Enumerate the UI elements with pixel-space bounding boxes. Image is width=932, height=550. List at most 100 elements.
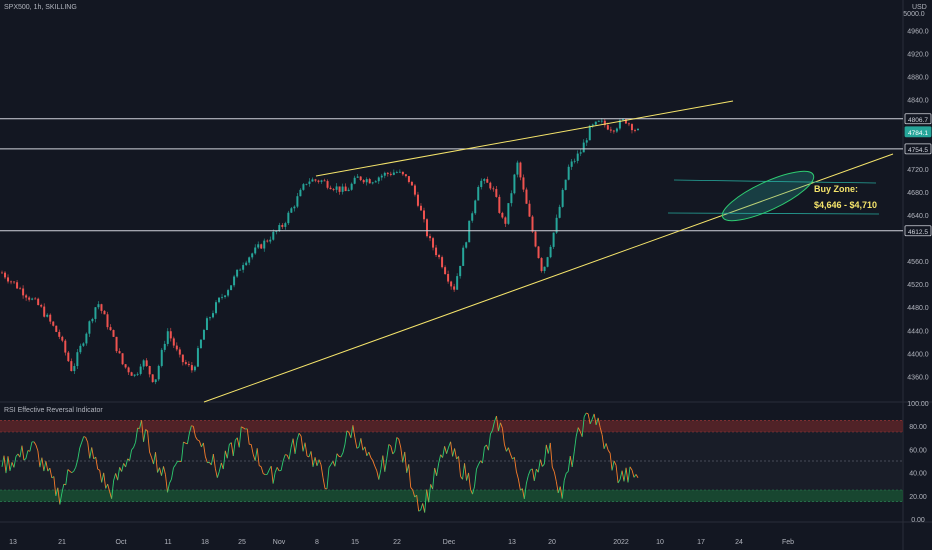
- rsi-line-segment: [81, 436, 85, 443]
- candle-body: [594, 121, 597, 125]
- rsi-line-segment: [226, 444, 230, 459]
- candle-body: [398, 171, 401, 173]
- candle-body: [28, 297, 31, 300]
- rsi-line-segment: [607, 449, 611, 454]
- candle-body: [416, 194, 419, 206]
- candle-body: [266, 240, 269, 242]
- rsi-line-segment: [39, 457, 43, 468]
- rsi-line-segment: [436, 463, 440, 476]
- rsi-line-segment: [591, 413, 595, 420]
- rsi-line-segment: [143, 429, 146, 442]
- rsi-line-segment: [422, 503, 426, 513]
- rsi-line-segment: [300, 435, 304, 452]
- candle-body: [380, 175, 383, 178]
- candle-body: [311, 179, 314, 182]
- rsi-line-segment: [631, 470, 635, 478]
- rsi-line-segment: [527, 469, 531, 476]
- price-badge-label: 4612.5: [908, 229, 928, 236]
- rsi-line-segment: [619, 470, 623, 480]
- candle-body: [257, 244, 260, 248]
- candle-body: [401, 171, 404, 175]
- price-axis-tick: 4440.0: [907, 328, 929, 335]
- candle-body: [441, 257, 444, 268]
- candle-body: [615, 128, 618, 132]
- candle-body: [356, 176, 359, 178]
- candle-body: [103, 310, 106, 315]
- time-axis-tick: 13: [9, 539, 17, 546]
- rsi-line-segment: [294, 439, 298, 454]
- buy-zone-lower-line[interactable]: [667, 212, 880, 215]
- rsi-line-segment: [478, 460, 481, 465]
- rsi-line-segment: [296, 433, 300, 441]
- lower-trendline[interactable]: [203, 153, 894, 403]
- rsi-axis-tick: 40.00: [909, 471, 927, 478]
- upper-trendline[interactable]: [315, 100, 734, 177]
- rsi-line-segment: [7, 456, 11, 471]
- candle-body: [564, 179, 567, 190]
- rsi-line-segment: [270, 466, 274, 484]
- price-axis-tick: 4360.0: [907, 374, 929, 381]
- rsi-line-segment: [113, 473, 117, 481]
- price-badge-label: 4784.1: [908, 130, 928, 137]
- candle-body: [501, 212, 504, 218]
- rsi-line-segment: [494, 415, 497, 422]
- rsi-line-segment: [180, 441, 184, 462]
- rsi-line-segment: [334, 453, 338, 467]
- candle-body: [435, 247, 438, 256]
- rsi-line-segment: [470, 489, 473, 495]
- rsi-line-segment: [310, 451, 314, 467]
- candle-body: [281, 225, 284, 227]
- candle-body: [570, 161, 573, 167]
- candle-body: [317, 180, 320, 182]
- candle-body: [344, 186, 347, 192]
- rsi-line-segment: [312, 457, 316, 467]
- rsi-line-segment: [43, 461, 47, 472]
- rsi-line-segment: [35, 444, 39, 452]
- candle-body: [576, 153, 579, 161]
- price-badge: [904, 113, 932, 125]
- buy-zone-ellipse[interactable]: [717, 162, 819, 230]
- rsi-line-segment: [629, 466, 633, 471]
- price-axis-tick: 4920.0: [907, 51, 929, 58]
- rsi-line-segment: [506, 447, 509, 452]
- rsi-line-segment: [368, 451, 372, 458]
- rsi-line-segment: [410, 487, 414, 491]
- buy-zone-upper-line[interactable]: [673, 179, 877, 184]
- rsi-line-segment: [404, 451, 408, 473]
- candle-body: [224, 295, 227, 297]
- time-axis-tick: 2022: [613, 539, 629, 546]
- rsi-line-segment: [617, 479, 621, 484]
- rsi-line-segment: [597, 417, 601, 428]
- rsi-line-segment: [71, 470, 75, 474]
- rsi-line-segment: [188, 425, 192, 434]
- rsi-line-segment: [354, 437, 358, 449]
- price-axis-tick: 4640.0: [907, 213, 929, 220]
- candle-body: [248, 257, 251, 263]
- rsi-line-segment: [304, 442, 308, 457]
- price-axis-tick: 4880.0: [907, 74, 929, 81]
- rsi-line-segment: [537, 459, 541, 473]
- candle-body: [172, 338, 175, 346]
- candle-body: [350, 183, 353, 190]
- rsi-line-segment: [121, 463, 125, 472]
- candle-body: [591, 124, 594, 126]
- rsi-line-segment: [163, 466, 166, 475]
- rsi-line-segment: [135, 428, 139, 443]
- rsi-line-segment: [342, 444, 346, 453]
- candle-body: [181, 354, 184, 363]
- candle-body: [94, 307, 97, 319]
- rsi-line-segment: [428, 484, 432, 503]
- rsi-line-segment: [230, 442, 234, 456]
- price-axis-tick: 4680.0: [907, 190, 929, 197]
- candle-body: [495, 189, 498, 197]
- price-axis-top-label: 5000.0: [903, 11, 925, 18]
- rsi-line-segment: [488, 433, 491, 451]
- candle-body: [1, 272, 3, 274]
- rsi-line-segment: [109, 491, 113, 499]
- rsi-line-segment: [400, 447, 404, 463]
- rsi-line-segment: [593, 413, 597, 426]
- candle-body: [260, 244, 263, 249]
- rsi-line-segment: [222, 450, 226, 470]
- rsi-line-segment: [133, 441, 137, 448]
